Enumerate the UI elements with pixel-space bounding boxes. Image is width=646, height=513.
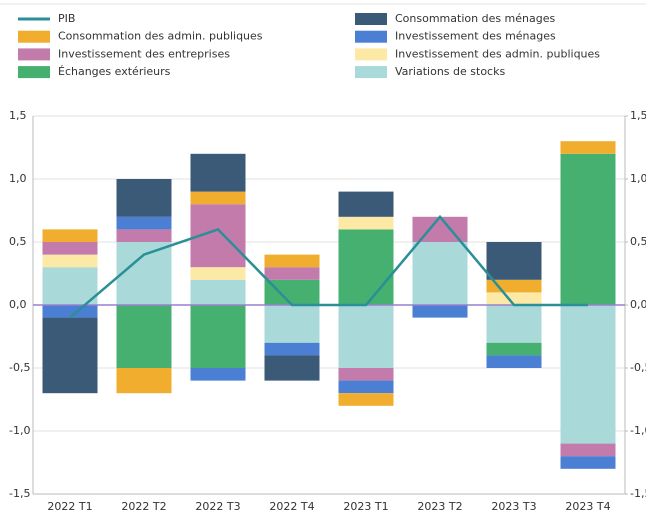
bar-segment: [486, 342, 542, 356]
legend-swatch: [18, 66, 50, 79]
legend-label: Échanges extérieurs: [58, 65, 171, 78]
y2-tick-label: -0,5: [630, 361, 646, 374]
bar-segment: [42, 242, 98, 255]
x-tick-label: 2022 T1: [47, 500, 92, 513]
legend-label: Investissement des entreprises: [58, 47, 230, 60]
bar-segment: [42, 305, 98, 318]
bar-segment: [338, 368, 394, 381]
bar-segment: [116, 242, 172, 305]
bar-segment: [264, 305, 320, 343]
legend-label: Consommation des admin. publiques: [58, 30, 263, 43]
bar-segment: [338, 229, 394, 305]
x-tick-label: 2023 T2: [417, 500, 462, 513]
bar-segment: [486, 242, 542, 280]
bar-segment: [264, 267, 320, 280]
bar-segment: [264, 342, 320, 356]
bar-segment: [412, 305, 468, 318]
y2-tick-label: 1,5: [630, 109, 646, 122]
y2-tick-label: -1,0: [630, 424, 646, 437]
legend-swatch: [355, 30, 387, 43]
bar-segment: [190, 153, 246, 192]
bar-segment: [190, 191, 246, 205]
bar-segment: [190, 267, 246, 280]
legend-label: Investissement des admin. publiques: [395, 47, 600, 60]
legend-swatch: [355, 13, 387, 25]
legend-swatch: [18, 48, 50, 61]
bar-segment: [42, 254, 98, 268]
bar-segment: [190, 368, 246, 381]
bar-segment: [560, 456, 616, 469]
bar-segment: [486, 292, 542, 305]
bar-segment: [116, 368, 172, 394]
x-tick-label: 2023 T4: [565, 500, 610, 513]
bar-segment: [190, 279, 246, 305]
bar-segment: [338, 305, 394, 368]
x-tick-label: 2023 T1: [343, 500, 388, 513]
y-tick-label: 1,0: [9, 172, 27, 185]
bar-segment: [338, 393, 394, 406]
y-tick-label: 1,5: [9, 109, 27, 122]
line-series: [69, 214, 588, 319]
bar-segment: [264, 279, 320, 305]
y-tick-label: -0,5: [9, 361, 30, 374]
legend: PIB Consommation des admin. publiques Inve…: [18, 12, 600, 79]
y-tick-label: -1,5: [9, 487, 30, 500]
x-tick-label: 2022 T2: [121, 500, 166, 513]
bar-segment: [412, 242, 468, 305]
bar-segment: [116, 179, 172, 217]
x-tick-label: 2022 T3: [195, 500, 240, 513]
bar-segment: [190, 305, 246, 368]
bar-segment: [560, 305, 616, 444]
legend-swatch: [355, 48, 387, 61]
x-tick-label: 2022 T4: [269, 500, 314, 513]
bar-segment: [42, 267, 98, 305]
bar-segment: [560, 443, 616, 457]
bar-segment: [338, 191, 394, 217]
bar-segment: [42, 229, 98, 242]
legend-swatch: [18, 30, 50, 43]
bar-segment: [264, 355, 320, 381]
y-tick-label: 0,0: [9, 298, 27, 311]
y2-tick-label: 1,0: [630, 172, 646, 185]
legend-label: PIB: [58, 12, 75, 25]
bar-segment: [264, 254, 320, 268]
bar-segment: [42, 317, 98, 394]
bar-segment: [338, 216, 394, 230]
bar-segment: [560, 153, 616, 305]
bar-segment: [338, 380, 394, 394]
bar-segment: [116, 229, 172, 242]
bar-segment: [116, 305, 172, 368]
bar-segment: [560, 141, 616, 154]
x-tick-label: 2023 T3: [491, 500, 536, 513]
y2-tick-label: 0,0: [630, 298, 646, 311]
legend-label: Investissement des ménages: [395, 30, 556, 43]
bar-segment: [116, 216, 172, 230]
legend-label: Variations de stocks: [395, 65, 505, 78]
y2-tick-label: -1,5: [630, 487, 646, 500]
bar-segment: [486, 355, 542, 368]
legend-swatch: [355, 66, 387, 79]
y-tick-label: -1,0: [9, 424, 30, 437]
legend-label: Consommation des ménages: [395, 12, 556, 25]
y2-tick-label: 0,5: [630, 235, 646, 248]
bar-segment: [486, 305, 542, 343]
y-tick-label: 0,5: [9, 235, 27, 248]
